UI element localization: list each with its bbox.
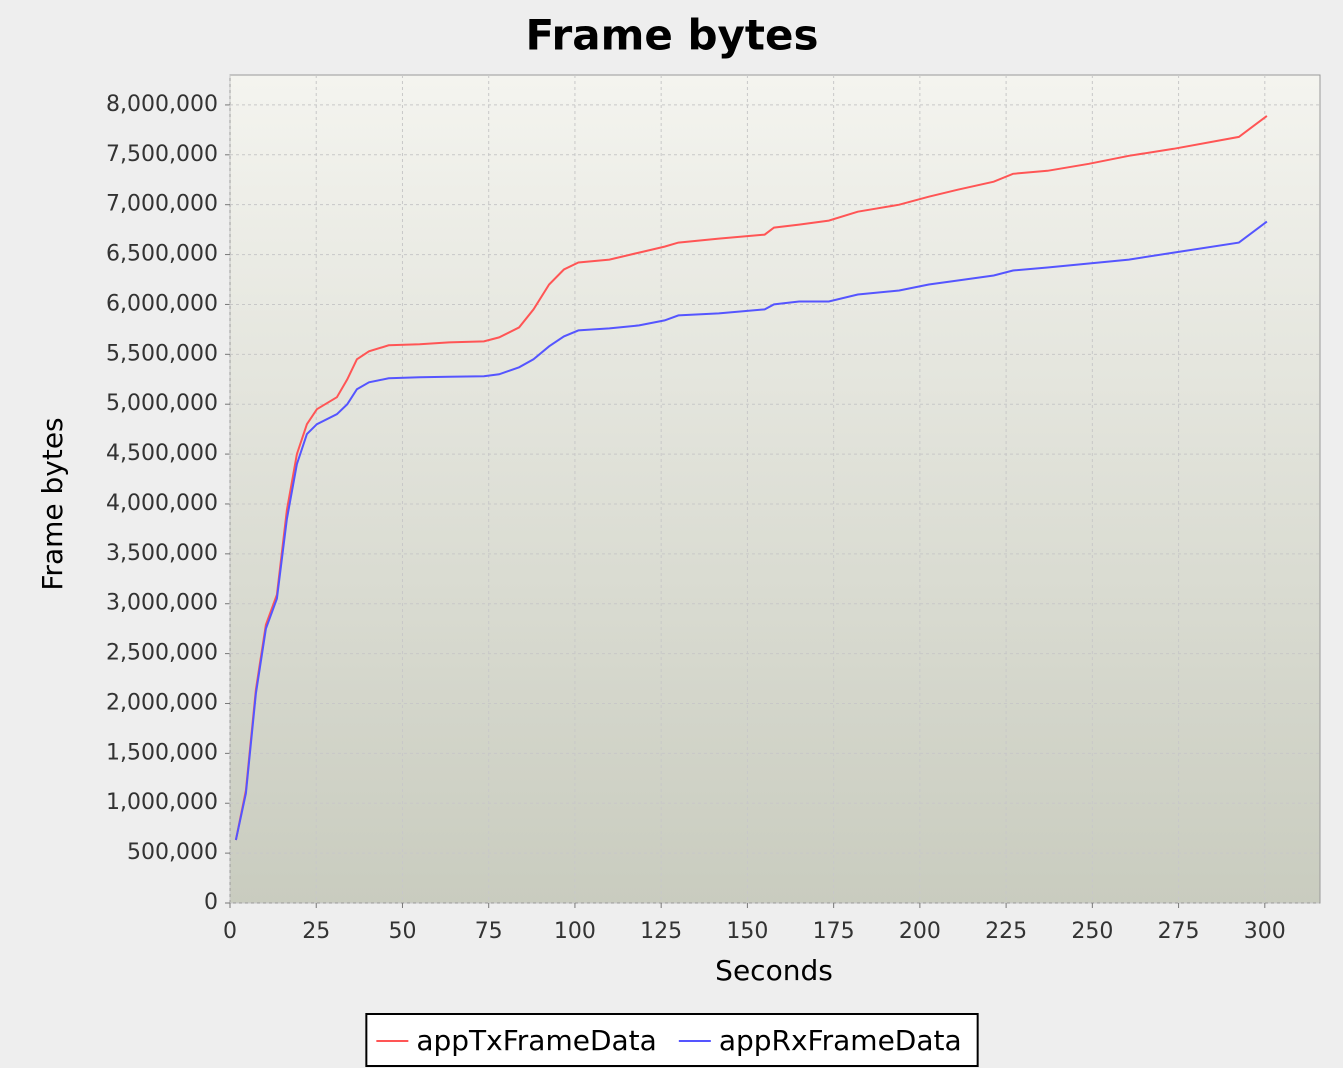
y-tick-label: 5,500,000 [106,341,218,366]
x-tick-label: 175 [813,919,855,944]
y-tick-label: 2,500,000 [106,641,218,666]
legend-box [365,1013,979,1067]
data-line [234,220,1268,841]
x-tick-label: 300 [1244,919,1286,944]
y-tick-label: 8,000,000 [106,92,218,117]
x-tick-label: 125 [640,919,682,944]
y-tick-label: 7,500,000 [106,142,218,167]
x-tick-label: 200 [899,919,941,944]
y-tick-label: 6,000,000 [106,291,218,316]
y-tick-label: 1,500,000 [106,740,218,765]
x-tick-label: 150 [726,919,768,944]
y-tick-label: 4,000,000 [106,491,218,516]
y-tick-label: 500,000 [127,840,218,865]
x-tick-label: 100 [554,919,596,944]
y-tick-label: 6,500,000 [106,242,218,267]
x-tick-label: 275 [1158,919,1200,944]
y-tick-label: 2,000,000 [106,690,218,715]
y-tick-label: 4,500,000 [106,441,218,466]
y-tick-label: 5,000,000 [106,391,218,416]
x-tick-label: 225 [985,919,1027,944]
x-tick-label: 0 [223,919,237,944]
y-axis-label: Frame bytes [36,417,69,590]
y-tick-label: 3,500,000 [106,541,218,566]
y-tick-label: 0 [204,890,218,915]
data-line [234,115,1268,841]
x-tick-label: 25 [302,919,330,944]
legend-label: appRxFrameData [719,1024,962,1057]
x-tick-label: 50 [388,919,416,944]
x-tick-label: 75 [475,919,503,944]
legend: appTxFrameData appRxFrameData [365,1013,979,1067]
x-axis-label: Seconds [715,954,833,987]
legend-label: appTxFrameData [416,1024,656,1057]
y-tick-label: 3,000,000 [106,591,218,616]
y-tick-label: 7,000,000 [106,192,218,217]
chart-title: Frame bytes [526,11,819,60]
plot-area [229,74,1321,904]
y-tick-label: 1,000,000 [106,790,218,815]
x-tick-label: 250 [1071,919,1113,944]
